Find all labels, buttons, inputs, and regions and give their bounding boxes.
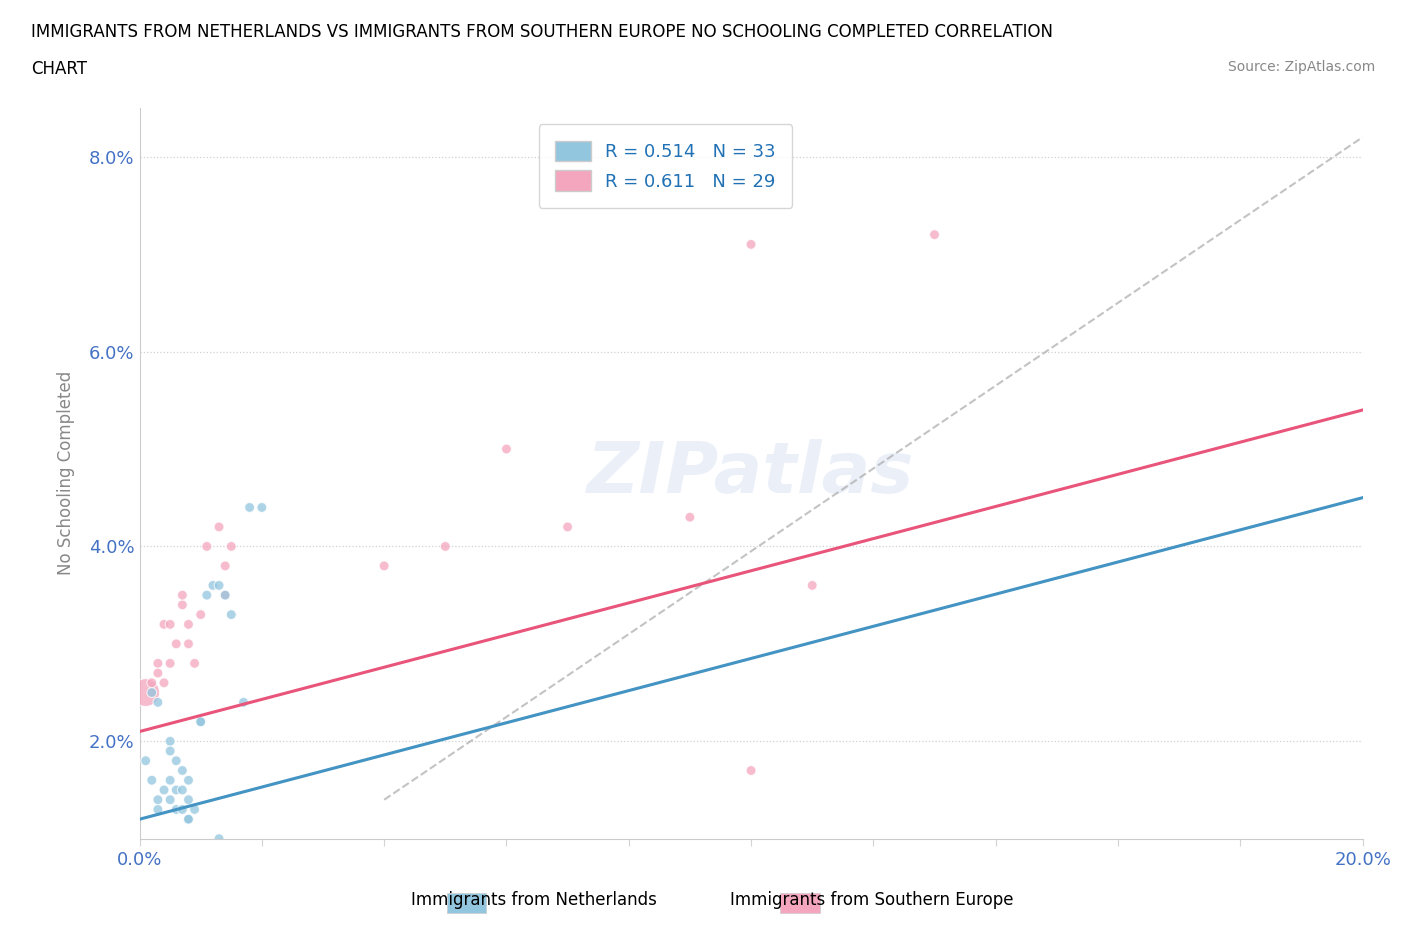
Text: IMMIGRANTS FROM NETHERLANDS VS IMMIGRANTS FROM SOUTHERN EUROPE NO SCHOOLING COMP: IMMIGRANTS FROM NETHERLANDS VS IMMIGRANT… — [31, 23, 1053, 41]
Point — [141, 675, 163, 690]
Point — [183, 802, 205, 817]
Point — [177, 773, 200, 788]
Point — [146, 656, 169, 671]
Point — [172, 782, 194, 797]
Point — [135, 685, 157, 700]
Point — [195, 539, 218, 554]
Point — [159, 656, 181, 671]
Point — [740, 763, 762, 777]
Point — [159, 744, 181, 759]
Point — [190, 714, 212, 729]
Point — [146, 802, 169, 817]
Text: Immigrants from Southern Europe: Immigrants from Southern Europe — [730, 891, 1014, 910]
Text: ZIPatlas: ZIPatlas — [588, 439, 915, 508]
Point — [208, 831, 231, 846]
Point — [740, 237, 762, 252]
Point — [183, 656, 205, 671]
Point — [214, 588, 236, 603]
Point — [208, 520, 231, 535]
Point — [177, 812, 200, 827]
Text: Immigrants from Netherlands: Immigrants from Netherlands — [412, 891, 657, 910]
Point — [165, 782, 187, 797]
Point — [232, 695, 254, 710]
Point — [195, 588, 218, 603]
Point — [159, 773, 181, 788]
Point — [159, 734, 181, 749]
Point — [250, 500, 273, 515]
Point — [214, 588, 236, 603]
Point — [177, 812, 200, 827]
Point — [190, 607, 212, 622]
Point — [208, 578, 231, 592]
Point — [165, 802, 187, 817]
Point — [141, 685, 163, 700]
Point — [172, 597, 194, 612]
Point — [172, 588, 194, 603]
Point — [201, 578, 224, 592]
Point — [159, 617, 181, 631]
Point — [172, 763, 194, 777]
Point — [146, 666, 169, 681]
Point — [679, 510, 702, 525]
Point — [219, 607, 242, 622]
Y-axis label: No Schooling Completed: No Schooling Completed — [58, 371, 75, 576]
Point — [801, 578, 824, 592]
Point — [153, 782, 176, 797]
Point — [177, 792, 200, 807]
Point — [495, 442, 517, 457]
Point — [165, 753, 187, 768]
Point — [172, 802, 194, 817]
Point — [141, 773, 163, 788]
Point — [219, 539, 242, 554]
Point — [177, 617, 200, 631]
Point — [159, 792, 181, 807]
Point — [165, 636, 187, 651]
Point — [153, 675, 176, 690]
Point — [190, 714, 212, 729]
Point — [135, 753, 157, 768]
Point — [239, 500, 262, 515]
Text: CHART: CHART — [31, 60, 87, 78]
Point — [434, 539, 457, 554]
Point — [177, 636, 200, 651]
Point — [153, 617, 176, 631]
Point — [557, 520, 579, 535]
Point — [146, 695, 169, 710]
Legend: R = 0.514   N = 33, R = 0.611   N = 29: R = 0.514 N = 33, R = 0.611 N = 29 — [538, 125, 793, 207]
Point — [214, 558, 236, 573]
Point — [924, 227, 946, 242]
Text: Source: ZipAtlas.com: Source: ZipAtlas.com — [1227, 60, 1375, 74]
Point — [146, 792, 169, 807]
Point — [373, 558, 395, 573]
